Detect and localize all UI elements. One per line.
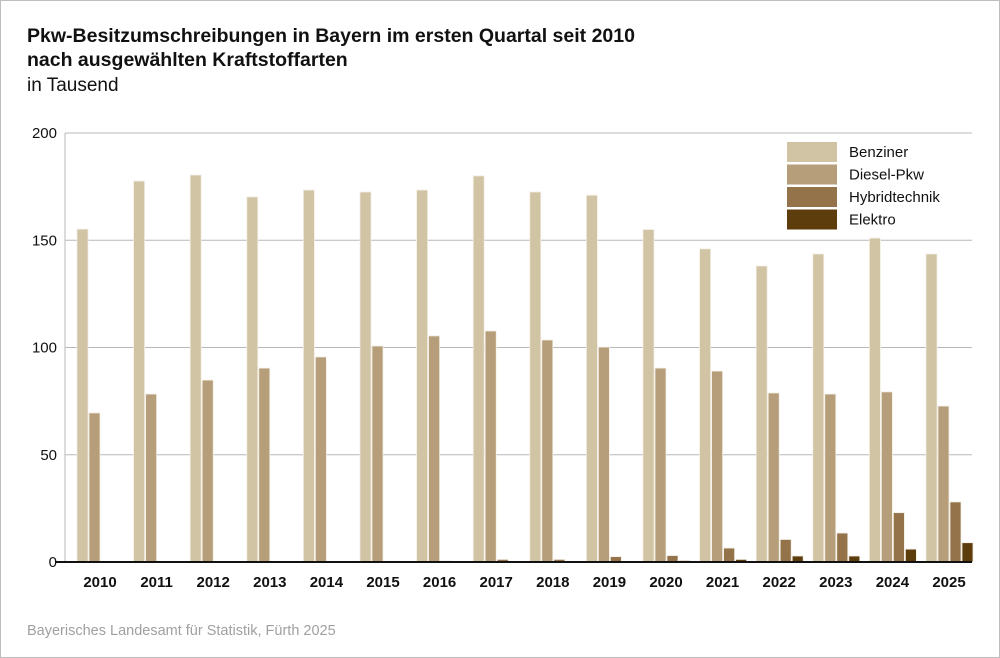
bar-diesel-pkw-2011 [145,393,158,563]
bar-benziner-2023 [812,253,825,563]
bar-diesel-pkw-2010 [88,412,101,563]
bar-elektro-2024 [905,548,917,563]
title-line-2: nach ausgewählten Kraftstoffarten [27,49,348,71]
bar-diesel-pkw-2024 [881,391,893,563]
title-line-1: Pkw-Besitzumschreibungen in Bayern im er… [27,25,635,47]
bar-benziner-2016 [416,189,429,563]
bar-diesel-pkw-2018 [541,339,554,563]
legend-label: Diesel-Pkw [849,167,924,184]
x-tick-label: 2022 [763,574,796,591]
bar-hybridtechnik-2021 [723,547,735,563]
x-tick-label: 2021 [706,574,739,591]
bar-benziner-2012 [189,174,202,563]
bar-hybridtechnik-2024 [893,512,905,563]
bar-diesel-pkw-2023 [824,393,837,563]
bar-benziner-2015 [359,191,372,563]
x-tick-label: 2025 [932,574,965,591]
bar-diesel-pkw-2016 [428,335,441,563]
x-tick-label: 2023 [819,574,852,591]
legend-label: Elektro [849,212,896,229]
bar-benziner-2017 [472,175,485,563]
bar-benziner-2010 [76,228,89,563]
x-tick-label: 2019 [593,574,626,591]
y-tick-label: 150 [32,232,57,249]
y-tick-label: 200 [32,125,57,142]
x-tick-label: 2020 [649,574,682,591]
bar-benziner-2020 [642,229,655,563]
bar-benziner-2011 [133,180,146,563]
chart-title: Pkw-Besitzumschreibungen in Bayern im er… [27,24,635,72]
x-tick-label: 2011 [140,574,173,591]
bar-hybridtechnik-2025 [949,501,962,563]
bar-benziner-2019 [586,194,598,563]
legend-swatch-hybridtechnik [787,187,837,207]
x-tick-label: 2012 [197,574,230,591]
bar-diesel-pkw-2022 [767,392,780,563]
legend-swatch-diesel-pkw [787,164,837,185]
legend-swatch-benziner [787,142,837,162]
bar-benziner-2013 [246,196,259,563]
y-tick-label: 50 [40,447,57,464]
x-tick-label: 2010 [83,574,116,591]
bar-benziner-2025 [925,253,938,563]
bar-diesel-pkw-2013 [258,367,271,563]
bar-diesel-pkw-2021 [711,370,723,563]
bar-benziner-2014 [302,189,315,563]
x-tick-label: 2014 [310,574,344,591]
bar-diesel-pkw-2015 [371,345,384,563]
bar-benziner-2021 [699,248,711,563]
bar-diesel-pkw-2025 [937,405,950,563]
bar-diesel-pkw-2014 [314,356,327,563]
bar-diesel-pkw-2017 [484,330,497,563]
x-tick-label: 2024 [876,574,910,591]
source-note: Bayerisches Landesamt für Statistik, Für… [27,623,336,639]
x-tick-label: 2015 [366,574,399,591]
x-tick-label: 2013 [253,574,286,591]
bar-diesel-pkw-2020 [654,367,667,563]
bar-benziner-2022 [755,265,768,563]
bar-diesel-pkw-2019 [598,346,610,563]
legend-label: Hybridtechnik [849,189,940,206]
bar-elektro-2025 [961,542,974,563]
y-tick-label: 100 [32,340,57,357]
x-tick-label: 2018 [536,574,569,591]
bar-hybridtechnik-2023 [836,532,849,563]
legend-label: Benziner [849,144,908,161]
legend-swatch-elektro [787,209,837,230]
bar-benziner-2018 [529,191,542,563]
bar-diesel-pkw-2012 [201,379,214,563]
x-tick-label: 2017 [480,574,513,591]
bar-benziner-2024 [869,237,881,563]
bar-hybridtechnik-2022 [779,539,792,563]
x-tick-label: 2016 [423,574,456,591]
y-tick-label: 0 [49,554,57,571]
unit-label: in Tausend [27,75,119,96]
